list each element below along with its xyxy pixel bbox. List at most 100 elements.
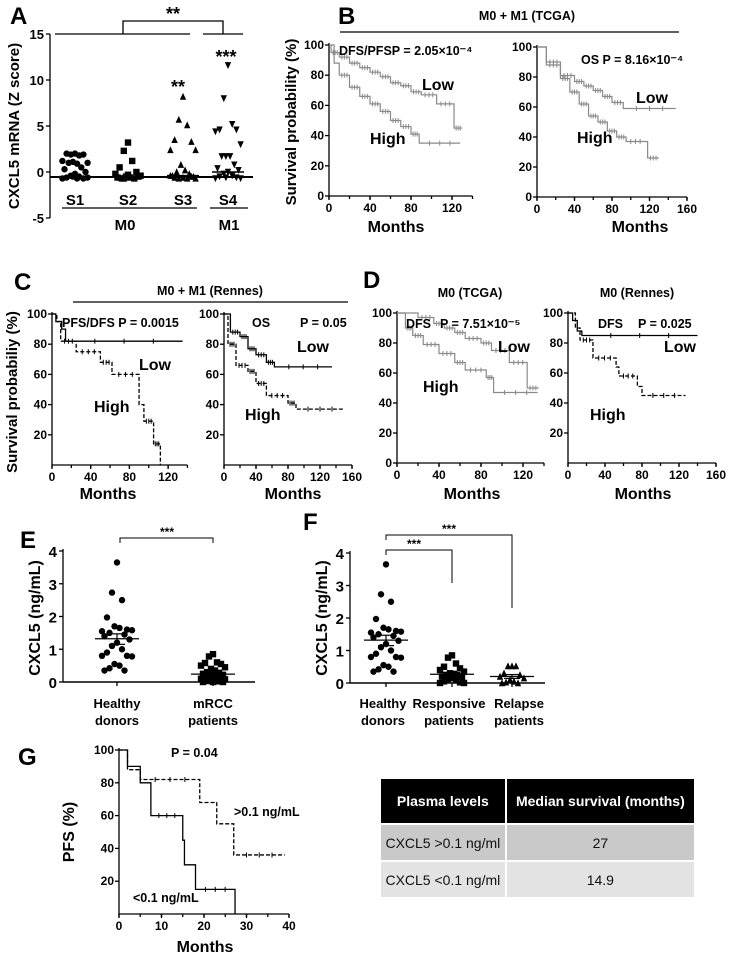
y-tick-label: 20 xyxy=(101,874,115,888)
x-tick-label: 0 xyxy=(565,468,572,482)
y-tick-label: 4 xyxy=(49,544,58,561)
data-point-s3 xyxy=(184,121,191,129)
data-point xyxy=(98,628,106,635)
x-tick-label: 160 xyxy=(342,470,362,484)
y-tick-label: 20 xyxy=(379,426,393,440)
data-point-s4 xyxy=(237,141,244,149)
x-tick-label: 40 xyxy=(432,468,446,482)
data-point xyxy=(440,663,448,670)
data-point-s1 xyxy=(80,151,87,158)
data-point xyxy=(520,674,528,682)
data-point-s4 xyxy=(229,172,236,180)
y-tick-label: 40 xyxy=(206,398,220,412)
p-value-label: P = 0.05 xyxy=(300,316,347,330)
x-tick-label: 120 xyxy=(669,468,689,482)
data-point xyxy=(498,679,506,687)
category-label: donors xyxy=(361,713,405,728)
data-point-s1 xyxy=(63,150,70,157)
y-axis-label: PFS (%) xyxy=(61,802,78,862)
data-point xyxy=(387,647,395,654)
data-point xyxy=(436,666,444,674)
y-tick-label: 1 xyxy=(49,642,57,659)
y-tick-label: 15 xyxy=(30,27,44,42)
x-tick-label: 80 xyxy=(404,201,418,215)
y-tick-label: 4 xyxy=(336,546,345,563)
data-point xyxy=(201,673,209,681)
data-point xyxy=(380,661,387,669)
table-header-row: Plasma levels Median survival (months) xyxy=(381,779,694,823)
y-tick-label: 100 xyxy=(27,307,47,321)
y-tick-label: 80 xyxy=(311,68,325,82)
data-point xyxy=(372,650,380,657)
category-label: S2 xyxy=(119,192,137,209)
y-tick-label: 80 xyxy=(519,70,533,84)
y-tick-label: 80 xyxy=(379,336,393,350)
p-value-label: DFS/PFSP = 2.05×10⁻⁴ xyxy=(339,44,472,58)
data-point xyxy=(111,623,118,630)
median-survival-table: Plasma levels Median survival (months) C… xyxy=(379,777,696,899)
category-label: Healthy xyxy=(94,696,142,711)
data-point xyxy=(370,634,377,641)
data-point xyxy=(500,669,508,677)
data-point xyxy=(444,675,452,683)
table-cell-level: CXCL5 >0.1 ng/ml xyxy=(381,825,505,860)
data-point xyxy=(510,677,518,685)
data-point xyxy=(504,662,512,670)
data-point xyxy=(101,632,108,640)
data-point-s2 xyxy=(133,168,140,176)
x-axis-label-months: Months xyxy=(80,486,137,503)
data-point-s1 xyxy=(65,159,72,166)
panel-label-d: D xyxy=(363,267,380,294)
data-point xyxy=(209,678,217,686)
significance-bracket xyxy=(119,537,214,543)
data-point xyxy=(448,652,456,659)
data-point xyxy=(375,631,382,638)
y-tick-label: 0 xyxy=(385,456,392,470)
survival-curve-low xyxy=(397,312,539,389)
data-point xyxy=(512,662,520,670)
x-tick-label: 160 xyxy=(706,468,726,482)
data-point xyxy=(111,660,118,668)
significance-bracket xyxy=(385,549,453,583)
data-point xyxy=(377,591,385,598)
x-tick-label: 0 xyxy=(116,919,123,933)
panel-label-b: B xyxy=(338,3,355,30)
data-point xyxy=(201,659,209,667)
curve-label-low: Low xyxy=(664,339,697,356)
x-axis-label-months: Months xyxy=(368,219,425,236)
data-point-s3 xyxy=(173,168,180,176)
data-point xyxy=(219,671,227,678)
y-tick-label: 20 xyxy=(550,426,564,440)
x-tick-label: 80 xyxy=(123,470,137,484)
category-label: Healthy xyxy=(360,696,408,711)
y-axis-label: CXCL5 (ng/mL) xyxy=(314,560,331,676)
y-tick-label: 60 xyxy=(519,100,533,114)
y-tick-label: 0 xyxy=(317,189,324,203)
survival-curve-high xyxy=(329,44,461,144)
data-point xyxy=(456,665,464,672)
category-label: donors xyxy=(95,713,139,728)
data-point-s3 xyxy=(167,146,174,154)
x-tick-label: 40 xyxy=(249,470,263,484)
y-tick-label: 100 xyxy=(372,306,392,320)
data-point-s4 xyxy=(212,128,219,136)
data-point-s1 xyxy=(59,157,66,165)
data-point xyxy=(456,679,464,686)
y-tick-label: 60 xyxy=(550,366,564,380)
curve-label-high: High xyxy=(423,379,459,396)
data-point xyxy=(116,624,123,632)
y-tick-label: 0 xyxy=(336,676,344,693)
table-cell-level: CXCL5 <0.1 ng/ml xyxy=(381,862,505,897)
x-tick-label: 30 xyxy=(240,919,254,933)
x-tick-label: 120 xyxy=(442,201,462,215)
data-point xyxy=(390,632,397,640)
data-point xyxy=(440,678,448,685)
survival-curve-high xyxy=(52,313,162,465)
data-point xyxy=(392,653,400,661)
data-point xyxy=(458,673,466,681)
endpoint-label: DFS xyxy=(598,317,623,331)
data-point xyxy=(118,646,126,653)
significance-stars-m0-m1: ** xyxy=(166,4,180,24)
x-tick-label: 120 xyxy=(310,470,330,484)
panel-title: M0 + M1 (Rennes) xyxy=(157,284,263,298)
